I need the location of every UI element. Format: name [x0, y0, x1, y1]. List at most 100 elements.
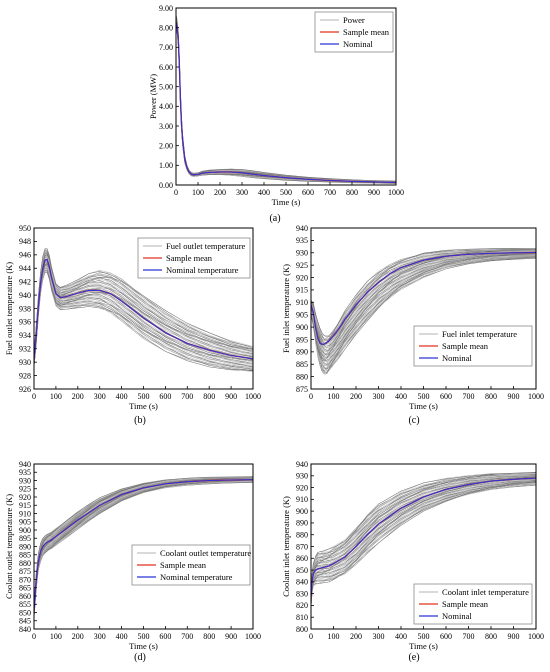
- ensemble-trace: [311, 474, 536, 592]
- legend-label: Sample mean: [160, 560, 207, 570]
- x-tick-label: 400: [116, 632, 128, 641]
- ensemble-trace: [311, 476, 536, 595]
- legend: Fuel inlet temperature Sample mean Nominal: [413, 325, 533, 367]
- x-axis-title: Time (s): [409, 641, 438, 651]
- y-tick-label: 830: [296, 589, 308, 598]
- x-tick-label: 700: [324, 188, 336, 197]
- x-tick-label: 700: [463, 632, 475, 641]
- legend-label: Sample mean: [166, 253, 213, 263]
- series-nominal-line: [311, 251, 536, 345]
- x-tick-label: 900: [508, 632, 520, 641]
- x-tick-label: 0: [309, 632, 313, 641]
- ensemble-trace: [311, 476, 536, 594]
- y-tick-label: 885: [296, 360, 308, 369]
- y-tick-label: 940: [296, 460, 308, 469]
- ensemble-trace: [34, 476, 253, 604]
- y-tick-label: 880: [19, 559, 31, 568]
- x-tick-label: 600: [302, 188, 314, 197]
- x-tick-label: 800: [203, 632, 215, 641]
- x-tick-label: 900: [368, 188, 380, 197]
- y-tick-label: 895: [296, 335, 308, 344]
- legend-label: Fuel outlet temperature: [166, 241, 246, 251]
- x-tick-label: 700: [463, 392, 475, 401]
- y-tick-label: 925: [19, 485, 31, 494]
- legend-label: Nominal: [442, 353, 472, 363]
- plot-area: [311, 472, 536, 608]
- ensemble-trace: [311, 253, 536, 354]
- ensemble-trace: [34, 478, 253, 610]
- x-tick-label: 400: [258, 188, 270, 197]
- ensemble-trace: [34, 481, 253, 617]
- y-tick-label: 800: [296, 625, 308, 634]
- y-tick-label: 880: [296, 372, 308, 381]
- y-tick-label: 936: [19, 318, 31, 327]
- y-tick-label: 930: [296, 249, 308, 258]
- y-tick-label: 920: [296, 483, 308, 492]
- y-tick-label: 934: [19, 331, 31, 340]
- x-tick-label: 100: [328, 392, 340, 401]
- legend-label: Nominal: [343, 39, 373, 49]
- y-tick-label: 5.00: [159, 82, 173, 91]
- ensemble-trace: [34, 477, 253, 605]
- legend-label: Power: [343, 15, 365, 25]
- legend: Coolant outlet temperature Sample mean Nom…: [131, 544, 251, 586]
- plot-area: [34, 476, 253, 619]
- y-tick-label: 920: [296, 273, 308, 282]
- x-tick-label: 1000: [528, 392, 544, 401]
- ensemble-trace: [311, 483, 536, 607]
- x-tick-label: 1000: [245, 392, 261, 401]
- y-tick-label: 900: [296, 507, 308, 516]
- y-tick-label: 855: [19, 600, 31, 609]
- y-tick-label: 940: [19, 291, 31, 300]
- y-tick-label: 8.00: [159, 23, 173, 32]
- panel-label: (e): [408, 652, 419, 663]
- x-tick-label: 600: [440, 632, 452, 641]
- ensemble-trace: [311, 477, 536, 596]
- y-tick-label: 890: [19, 542, 31, 551]
- y-tick-label: 0.00: [159, 181, 173, 190]
- x-tick-label: 400: [116, 392, 128, 401]
- x-tick-label: 200: [72, 392, 84, 401]
- y-tick-label: 4.00: [159, 102, 173, 111]
- ensemble-trace: [34, 478, 253, 608]
- y-tick-label: 920: [19, 493, 31, 502]
- ensemble-trace: [311, 476, 536, 596]
- y-tick-label: 875: [296, 385, 308, 394]
- x-axis-title: Time (s): [129, 641, 158, 651]
- y-tick-label: 930: [296, 472, 308, 481]
- y-tick-label: 2.00: [159, 141, 173, 150]
- legend-label: Nominal temperature: [166, 265, 239, 275]
- ensemble-trace: [311, 252, 536, 356]
- y-tick-label: 1.00: [159, 161, 173, 170]
- legend-label: Coolant outlet temperature: [160, 548, 251, 558]
- y-axis-title: Power (MW): [148, 74, 158, 119]
- series-ensemble: [311, 472, 536, 608]
- x-tick-label: 100: [50, 632, 62, 641]
- x-tick-label: 1000: [388, 188, 404, 197]
- panel-e-coolant-inlet: (e) 0 100 200 300 400 500 600 700 800 900 1000 800 8…: [281, 460, 544, 663]
- series-nominal-line: [176, 21, 396, 183]
- x-tick-label: 500: [418, 392, 430, 401]
- panel-b-fuel-outlet: (b) 0 100 200 300 400 500 600 700 800 900 1000 926 9…: [4, 224, 261, 426]
- y-tick-label: 930: [19, 358, 31, 367]
- y-tick-label: 935: [296, 236, 308, 245]
- y-tick-label: 850: [296, 566, 308, 575]
- panel-a-power: (a) 0 100 200 300 400 500 600 700 800 900 1000 0.00…: [148, 4, 404, 224]
- plot-area: [311, 248, 536, 375]
- ensemble-trace: [311, 257, 536, 372]
- ensemble-trace: [311, 477, 536, 597]
- x-tick-label: 100: [328, 632, 340, 641]
- y-tick-label: 944: [19, 264, 31, 273]
- y-tick-label: 840: [19, 625, 31, 634]
- y-tick-label: 6.00: [159, 63, 173, 72]
- y-tick-label: 860: [296, 554, 308, 563]
- ensemble-trace: [311, 249, 536, 341]
- y-tick-label: 905: [19, 518, 31, 527]
- x-tick-label: 300: [236, 188, 248, 197]
- ensemble-trace: [311, 475, 536, 594]
- y-tick-label: 810: [296, 613, 308, 622]
- ensemble-trace: [34, 478, 253, 608]
- y-tick-label: 900: [296, 323, 308, 332]
- y-tick-label: 910: [296, 298, 308, 307]
